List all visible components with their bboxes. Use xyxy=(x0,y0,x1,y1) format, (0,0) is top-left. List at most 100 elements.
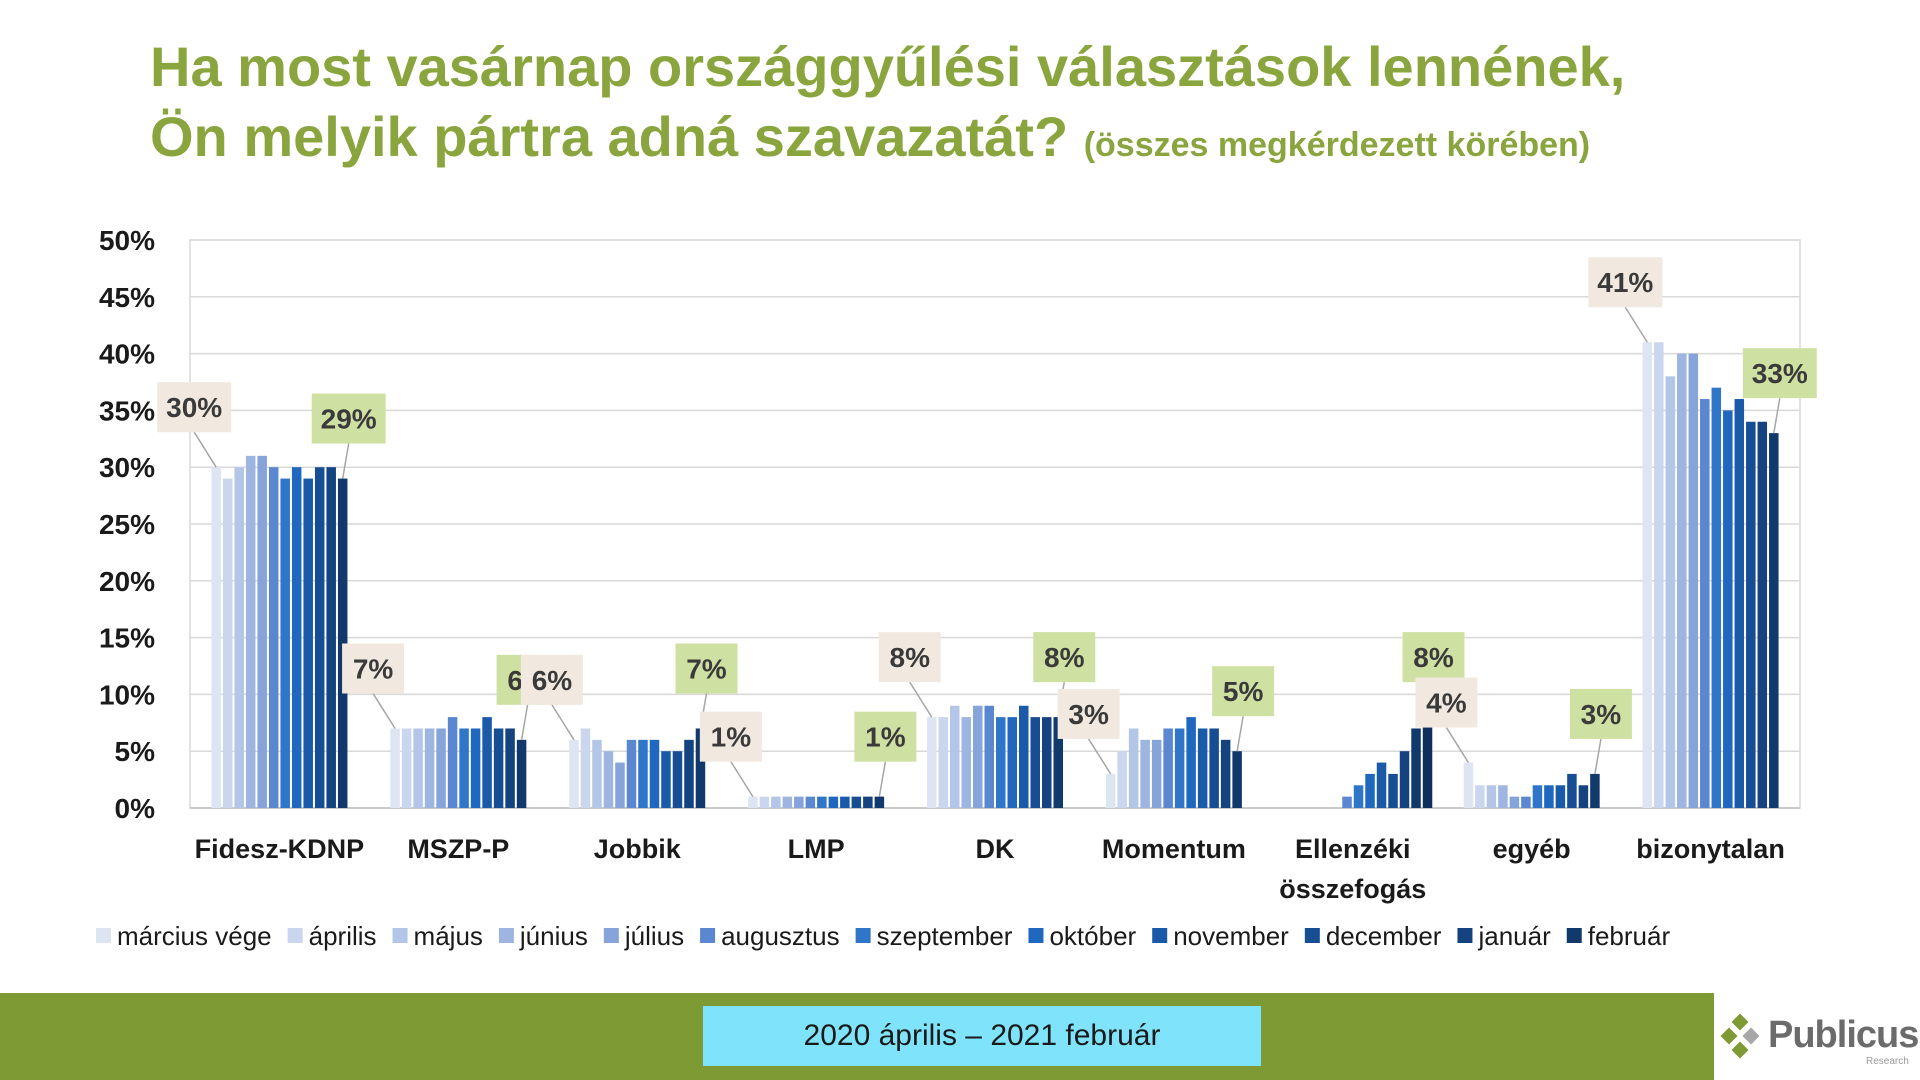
bar xyxy=(1757,421,1768,808)
callout-box xyxy=(1033,632,1096,683)
y-tick-label: 35% xyxy=(99,395,155,426)
data-label: 4% xyxy=(1426,688,1467,719)
bar xyxy=(1140,739,1150,808)
data-label: 1% xyxy=(711,722,752,753)
bar-chart: 0% 5% 10% 15% 20% 25% 30% 35% 40% 45% 50% Fidesz-KD… xyxy=(96,225,1817,951)
bar xyxy=(771,796,781,808)
bar xyxy=(303,478,313,808)
data-label: 3% xyxy=(1581,699,1622,730)
title-question: Ön melyik pártra adná szavazatát? xyxy=(150,105,1069,168)
callout-leader xyxy=(909,681,933,718)
bar xyxy=(516,739,527,808)
x-category-label: Momentum xyxy=(1102,834,1246,864)
callout-box xyxy=(1057,688,1120,739)
legend-swatch xyxy=(1304,928,1320,943)
bar xyxy=(1342,796,1352,808)
callout-leader xyxy=(551,704,575,741)
bar xyxy=(1642,342,1653,808)
legend-label: április xyxy=(309,921,377,951)
brand-logo-block: Publicus Research xyxy=(1718,1000,1919,1080)
bar xyxy=(447,717,458,808)
bar xyxy=(748,796,758,808)
callout-box xyxy=(1402,632,1465,683)
callout-leader xyxy=(1088,738,1112,775)
bar xyxy=(1544,785,1554,808)
bar xyxy=(1688,353,1699,808)
legend-label: augusztus xyxy=(721,921,840,951)
data-label: 30% xyxy=(166,392,222,423)
bar xyxy=(1509,796,1520,808)
bar xyxy=(649,739,660,808)
callout-box xyxy=(342,643,405,694)
bar xyxy=(1163,728,1173,808)
bar xyxy=(996,717,1006,808)
legend-swatch xyxy=(96,928,111,943)
bar xyxy=(314,467,325,808)
callout-leader xyxy=(1773,397,1781,434)
bar xyxy=(1677,353,1687,808)
data-label: 8% xyxy=(1044,642,1085,673)
brand-name: Publicus xyxy=(1768,1014,1919,1056)
bar xyxy=(1700,399,1710,808)
bar xyxy=(1521,796,1531,808)
callout-box xyxy=(1569,688,1632,739)
bar xyxy=(245,455,256,808)
callout-box xyxy=(878,632,941,683)
bar xyxy=(1388,773,1398,808)
bar xyxy=(782,796,793,808)
legend-label: január xyxy=(1477,921,1551,951)
bar xyxy=(950,705,960,808)
bar xyxy=(672,751,683,808)
bar xyxy=(794,796,804,808)
bar xyxy=(569,739,579,808)
data-label: 33% xyxy=(1752,358,1808,389)
bar xyxy=(638,739,648,808)
bar xyxy=(459,728,469,808)
bar xyxy=(1365,773,1375,808)
x-category-label: Jobbik xyxy=(594,834,682,864)
bar xyxy=(470,728,481,808)
bar xyxy=(1665,376,1676,808)
legend-swatch xyxy=(855,928,871,943)
bar xyxy=(1128,728,1139,808)
y-tick-label: 30% xyxy=(99,452,155,483)
bar xyxy=(695,728,706,808)
bar xyxy=(280,478,290,808)
legend-swatch xyxy=(1457,928,1473,943)
data-label: 6% xyxy=(532,665,573,696)
callout-leader xyxy=(1445,727,1470,763)
callout-box xyxy=(1742,348,1817,399)
callout-leader xyxy=(1624,306,1648,343)
bar xyxy=(1590,773,1600,808)
bar xyxy=(1723,410,1733,808)
bar xyxy=(1498,785,1508,808)
bar xyxy=(493,728,504,808)
callout-leader xyxy=(1236,716,1244,752)
callout-box xyxy=(1415,677,1478,728)
bar xyxy=(1209,728,1219,808)
bar xyxy=(326,467,336,808)
bar xyxy=(874,796,885,808)
y-tick-label: 50% xyxy=(99,225,155,256)
bar xyxy=(337,478,348,808)
callout-leader xyxy=(520,704,529,740)
y-tick-label: 45% xyxy=(99,282,155,313)
bar xyxy=(1151,739,1162,808)
legend-label: október xyxy=(1049,921,1136,951)
bar xyxy=(390,728,400,808)
publicus-logo-icon xyxy=(1720,1014,1760,1059)
bar xyxy=(1411,728,1421,808)
bar xyxy=(684,739,694,808)
bar xyxy=(1422,717,1433,808)
data-label: 7% xyxy=(686,653,727,684)
y-tick-label: 5% xyxy=(115,736,156,767)
legend-swatch xyxy=(1028,928,1044,943)
bar xyxy=(1475,785,1485,808)
legend-label: július xyxy=(624,921,684,951)
bar xyxy=(580,728,591,808)
bar xyxy=(1220,739,1231,808)
x-category-label: DK xyxy=(976,834,1015,864)
bar xyxy=(973,705,983,808)
bar xyxy=(984,705,994,808)
period-label: 2020 április – 2021 február xyxy=(703,1006,1261,1066)
